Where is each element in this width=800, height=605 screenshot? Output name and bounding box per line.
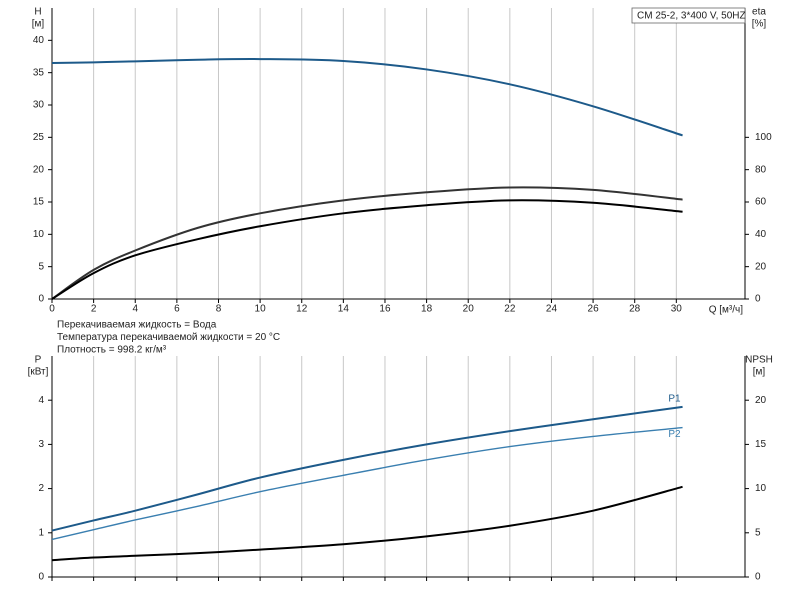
x-tick-label: 24 — [546, 304, 558, 315]
y2-tick-label: 0 — [755, 572, 761, 583]
curve — [51, 186, 683, 300]
y2-tick-label: 15 — [755, 439, 767, 450]
y-tick-label: 25 — [33, 132, 45, 143]
x-tick-label: 30 — [671, 304, 683, 315]
annotation: Перекачиваемая жидкость = Вода — [57, 320, 217, 331]
y-tick-label: 20 — [33, 164, 45, 175]
y2-tick-label: 20 — [755, 395, 767, 406]
y-tick-label: 40 — [33, 35, 45, 46]
y-tick-label: 0 — [38, 572, 44, 583]
y2-axis-unit: [м] — [753, 367, 766, 378]
x-tick-label: 16 — [379, 304, 391, 315]
curve — [51, 485, 683, 562]
x-tick-label: 12 — [296, 304, 308, 315]
y-tick-label: 5 — [38, 261, 44, 272]
x-tick-label: 6 — [174, 304, 180, 315]
y-axis-unit: [м] — [32, 19, 45, 30]
y-tick-label: 35 — [33, 67, 45, 78]
x-tick-label: 26 — [588, 304, 600, 315]
curve — [51, 58, 683, 137]
x-axis-label: Q [м³/ч] — [709, 305, 744, 316]
curve — [51, 426, 683, 541]
legend-title: CM 25-2, 3*400 V, 50HZ — [637, 11, 746, 22]
legend-box — [631, 7, 746, 24]
x-tick-label: 2 — [91, 304, 97, 315]
y2-tick-label: 10 — [755, 483, 767, 494]
x-tick-label: 28 — [629, 304, 641, 315]
y2-tick-label: 60 — [755, 197, 767, 208]
y2-tick-label: 20 — [755, 261, 767, 272]
x-tick-label: 20 — [463, 304, 475, 315]
x-tick-label: 4 — [132, 304, 138, 315]
y2-tick-label: 5 — [755, 527, 761, 538]
x-tick-label: 14 — [338, 304, 350, 315]
annotation: Плотность = 998.2 кг/м³ — [57, 345, 167, 356]
y2-axis-label: NPSH — [745, 355, 773, 366]
y2-tick-label: 100 — [755, 132, 772, 143]
y-tick-label: 4 — [38, 395, 44, 406]
x-tick-label: 0 — [49, 304, 55, 315]
y2-tick-label: 40 — [755, 229, 767, 240]
x-tick-label: 8 — [216, 304, 222, 315]
curve — [51, 405, 683, 532]
plot-area — [52, 356, 745, 577]
y2-axis-label: eta — [752, 7, 766, 18]
x-tick-label: 22 — [504, 304, 516, 315]
y-axis-label: P — [35, 355, 42, 366]
y2-tick-label: 0 — [755, 294, 761, 305]
plot-area — [52, 8, 745, 299]
y-axis-label: H — [34, 7, 41, 18]
series-label: P2 — [668, 429, 681, 440]
series-label: P1 — [668, 393, 681, 404]
y-tick-label: 0 — [38, 294, 44, 305]
y2-axis-unit: [%] — [752, 19, 767, 30]
y-tick-label: 2 — [38, 483, 44, 494]
curve — [51, 199, 683, 300]
annotation: Температура перекачиваемой жидкости = 20… — [57, 332, 280, 343]
x-tick-label: 18 — [421, 304, 433, 315]
y-tick-label: 3 — [38, 439, 44, 450]
y-tick-label: 1 — [38, 527, 44, 538]
y-tick-label: 15 — [33, 197, 45, 208]
y-axis-unit: [кВт] — [28, 367, 49, 378]
y-tick-label: 30 — [33, 100, 45, 111]
y2-tick-label: 80 — [755, 164, 767, 175]
y-tick-label: 10 — [33, 229, 45, 240]
x-tick-label: 10 — [255, 304, 267, 315]
